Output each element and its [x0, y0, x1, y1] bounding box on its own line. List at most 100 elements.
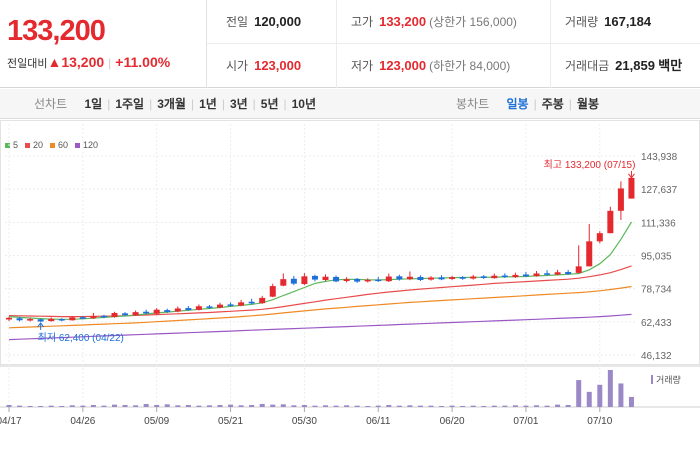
- legend-label: 60: [58, 140, 69, 150]
- volume-bar: [90, 404, 96, 407]
- stat-low: 저가 123,000 (하한가 84,000): [336, 44, 510, 88]
- candle-body: [470, 276, 477, 279]
- volume-bar: [365, 405, 371, 407]
- candle-body: [544, 273, 551, 275]
- volume-bar: [628, 396, 634, 407]
- volume-bar: [206, 405, 212, 407]
- candle-body: [174, 308, 181, 312]
- price-panel-frame: [0, 120, 700, 365]
- chart-toolbar: 선차트 1일 | 1주일 | 3개월 | 1년 | 3년 | 5년 | 10년 봉차트 일봉 | 주봉 | 월봉: [0, 89, 700, 119]
- x-tick-label: 06/20: [440, 416, 465, 427]
- candle-body: [617, 188, 624, 211]
- y-tick-label: 143,938: [641, 152, 678, 163]
- candle-body: [153, 309, 160, 314]
- volume-bar: [333, 405, 339, 407]
- candle-body: [354, 278, 361, 282]
- legend-label: 5: [13, 140, 19, 150]
- legend-ma-60: 60: [50, 140, 68, 150]
- stats-row-2: 시가 123,000 저가 123,000 (하한가 84,000) 거래대금 21,8…: [207, 44, 700, 88]
- candle-body: [343, 279, 350, 282]
- line-period-tab-4[interactable]: 3년: [229, 97, 248, 111]
- volume-bar: [17, 405, 23, 407]
- candle-body: [375, 279, 382, 282]
- candle-body: [459, 277, 466, 279]
- volume-bar: [407, 405, 413, 407]
- candle-body: [512, 274, 519, 278]
- candle-body: [533, 273, 540, 277]
- line-period-tab-3[interactable]: 1년: [199, 97, 217, 111]
- line-period-tab-2[interactable]: 3개월: [157, 97, 186, 111]
- volume-bar: [196, 405, 202, 407]
- candle-body: [364, 279, 371, 282]
- legend-label: 20: [33, 140, 44, 150]
- ma120-line: [8, 313, 632, 341]
- volume-bar: [301, 404, 307, 407]
- volume-bar: [280, 404, 286, 407]
- volume-bar: [534, 405, 539, 407]
- volume-bar: [112, 404, 117, 407]
- legend-label: 120: [83, 140, 99, 150]
- stat-prev-close: 전일 120,000: [226, 14, 302, 29]
- volume-bar: [164, 404, 170, 407]
- line-period-tab-0[interactable]: 1일: [84, 97, 103, 111]
- volume-bar: [491, 405, 497, 407]
- stats-row-1: 전일 120,000 고가 133,200 (상한가 156,000) 거래량 167,…: [207, 0, 700, 44]
- volume-bar: [470, 405, 476, 407]
- y-tick-label: 111,336: [641, 218, 676, 229]
- candle-period-tab-0[interactable]: 일봉: [506, 97, 529, 111]
- candle-period-separator: |: [568, 97, 572, 111]
- candle-body: [438, 277, 445, 280]
- volume-bar: [481, 405, 487, 407]
- line-period-separator: |: [252, 97, 256, 111]
- change-percent: +11.00%: [115, 54, 171, 70]
- volume-bar: [354, 405, 360, 407]
- line-period-tab-1[interactable]: 1주일: [115, 97, 145, 111]
- line-period-tab-5[interactable]: 5년: [260, 97, 279, 111]
- low-arrow-head: [37, 322, 45, 328]
- candle-body: [164, 310, 171, 312]
- volume-bar: [544, 405, 550, 407]
- candle-body: [565, 272, 572, 275]
- y-tick-label: 127,637: [641, 185, 678, 196]
- y-tick-label: 95,035: [641, 252, 672, 263]
- volume-bar: [565, 404, 571, 407]
- x-tick-label: 05/30: [292, 416, 317, 427]
- line-period-separator: |: [107, 97, 111, 111]
- candle-body: [259, 297, 266, 304]
- candle-body: [491, 275, 498, 279]
- x-tick-label: 05/21: [218, 416, 243, 427]
- high-annotation: 최고 133,200 (07/15): [544, 159, 636, 171]
- legend-ma-5: 5: [5, 140, 18, 150]
- ma60-line: [8, 285, 632, 329]
- stat-open: 시가 123,000: [226, 58, 302, 73]
- line-period-tab-6[interactable]: 10년: [291, 97, 317, 111]
- candle-body: [16, 318, 23, 321]
- volume-bar: [270, 404, 276, 407]
- candle-body: [122, 313, 129, 316]
- candle-body: [586, 241, 593, 267]
- high-arrow-head: [628, 173, 635, 179]
- stat-high: 고가 133,200 (상한가 156,000): [336, 0, 517, 44]
- volume-bar: [69, 405, 75, 407]
- volume-bar: [502, 405, 508, 407]
- candle-body: [58, 319, 65, 321]
- candle-body: [206, 306, 213, 308]
- volume-bar: [59, 405, 65, 407]
- legend-swatch: [5, 143, 10, 149]
- candle-body: [238, 302, 245, 306]
- line-period-separator: |: [149, 97, 153, 111]
- candle-body: [248, 301, 255, 304]
- volume-bar: [597, 384, 603, 407]
- volume-bar: [259, 403, 265, 407]
- line-period-separator: |: [221, 97, 225, 111]
- volume-bar: [101, 405, 107, 407]
- line-period-separator: |: [190, 97, 195, 111]
- candle-period-tab-1[interactable]: 주봉: [541, 97, 564, 111]
- candle-period-tab-2[interactable]: 월봉: [576, 97, 599, 111]
- volume-bar: [375, 405, 381, 407]
- volume-bar: [238, 405, 244, 407]
- candle-body: [27, 319, 34, 321]
- ma-legend: 5 20 60 120: [5, 140, 105, 150]
- candle-body: [90, 316, 97, 319]
- candle-body: [269, 286, 276, 297]
